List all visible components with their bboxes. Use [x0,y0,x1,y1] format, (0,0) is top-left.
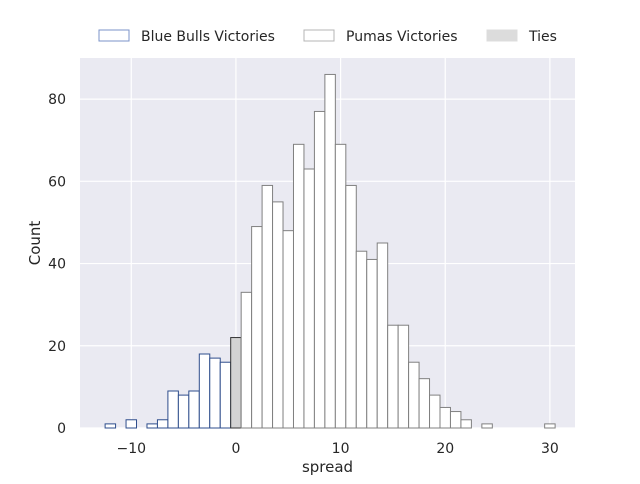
bar-pumas [366,258,378,429]
bar-blue-bulls [209,357,221,429]
bar-pumas [240,291,253,429]
bar-pumas [397,324,410,429]
legend-label: Pumas Victories [346,29,458,45]
bar-pumas [429,394,441,429]
legend-label: Blue Bulls Victories [141,29,275,45]
legend: Blue Bulls Victories Pumas Victories Ties [98,29,557,45]
legend-swatch [303,29,335,42]
bar-pumas [292,143,305,429]
bar-pumas [408,361,420,429]
legend-swatch [98,29,130,42]
y-tick-label: 60 [48,174,66,190]
bar-pumas [387,324,399,429]
x-axis-ticks: −10 0 10 20 30 [117,441,559,457]
x-tick-label: 20 [436,441,454,457]
bars [104,73,556,429]
bar-pumas [449,411,462,429]
bar-pumas [251,226,263,429]
bar-blue-bulls [188,390,200,429]
bar-pumas [376,242,389,429]
legend-swatch [486,29,518,42]
x-tick-label: 30 [541,441,559,457]
bar-pumas [303,168,315,429]
bar-blue-bulls [125,419,138,429]
bar-pumas [282,230,294,429]
y-tick-label: 0 [57,421,66,437]
bar-pumas [481,423,493,429]
x-tick-label: −10 [117,441,147,457]
bar-blue-bulls [219,361,232,429]
bar-pumas [313,110,326,429]
bar-blue-bulls [177,394,190,429]
bar-blue-bulls [146,423,158,429]
bar-pumas [261,184,274,429]
bar-blue-bulls [198,353,211,429]
bar-pumas [544,423,556,429]
bar-pumas [355,250,368,429]
y-tick-label: 20 [48,339,66,355]
bar-blue-bulls [156,419,169,429]
bar-pumas [345,184,357,429]
bar-pumas [439,406,451,429]
bar-pumas [272,201,284,429]
bar-blue-bulls [167,390,179,429]
x-tick-label: 0 [231,441,240,457]
bar-pumas [334,143,347,429]
bar-pumas [324,73,336,429]
y-tick-label: 40 [48,257,66,273]
bar-pumas [460,419,472,429]
y-axis-label: Count [26,221,44,266]
x-axis-label: spread [302,458,353,476]
y-axis-ticks: 0 20 40 60 80 [48,92,66,437]
bar-pumas [418,378,431,429]
bar-ties [230,337,242,429]
legend-label: Ties [528,29,557,45]
bar-blue-bulls [104,423,117,429]
x-tick-label: 10 [332,441,350,457]
y-tick-label: 80 [48,92,66,108]
